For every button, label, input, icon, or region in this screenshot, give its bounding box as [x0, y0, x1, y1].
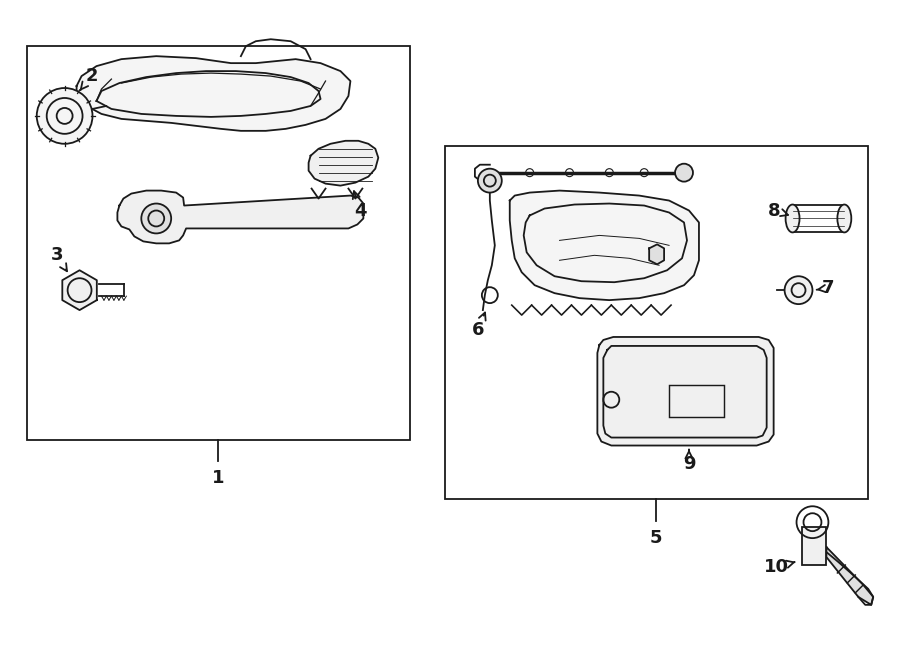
Polygon shape: [62, 270, 97, 310]
Ellipse shape: [837, 204, 851, 233]
Text: 8: 8: [769, 202, 788, 219]
Polygon shape: [117, 190, 364, 243]
Text: 6: 6: [472, 313, 486, 339]
Text: 5: 5: [650, 529, 662, 547]
Text: 1: 1: [212, 469, 224, 487]
Circle shape: [675, 164, 693, 182]
Bar: [802, 527, 826, 565]
Circle shape: [478, 169, 502, 192]
Text: 9: 9: [683, 450, 695, 473]
Polygon shape: [309, 141, 378, 186]
Text: 4: 4: [353, 191, 366, 219]
Circle shape: [37, 88, 93, 144]
Polygon shape: [509, 190, 699, 300]
Circle shape: [141, 204, 171, 233]
Ellipse shape: [786, 204, 799, 233]
Bar: [445, 146, 868, 499]
Polygon shape: [598, 337, 774, 446]
Polygon shape: [649, 245, 664, 264]
Text: 10: 10: [764, 558, 795, 576]
Polygon shape: [76, 56, 350, 131]
Bar: [669, 385, 724, 416]
Circle shape: [785, 276, 813, 304]
Bar: [27, 46, 410, 440]
Text: 2: 2: [80, 67, 98, 90]
Text: 3: 3: [50, 247, 67, 271]
Text: 7: 7: [816, 279, 834, 297]
Polygon shape: [826, 547, 873, 605]
